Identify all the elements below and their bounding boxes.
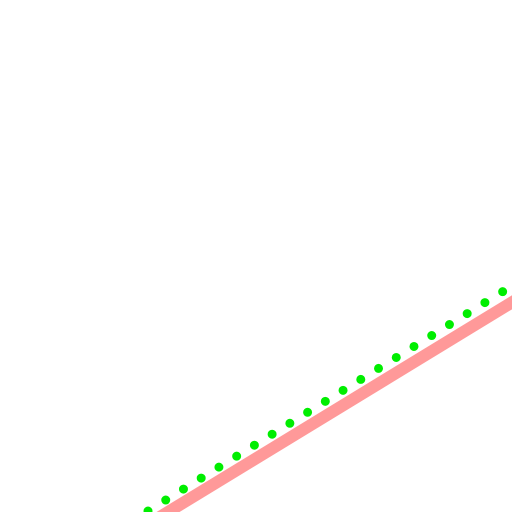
pink-line: [156, 295, 512, 512]
green-dotted-line: [143, 280, 512, 512]
